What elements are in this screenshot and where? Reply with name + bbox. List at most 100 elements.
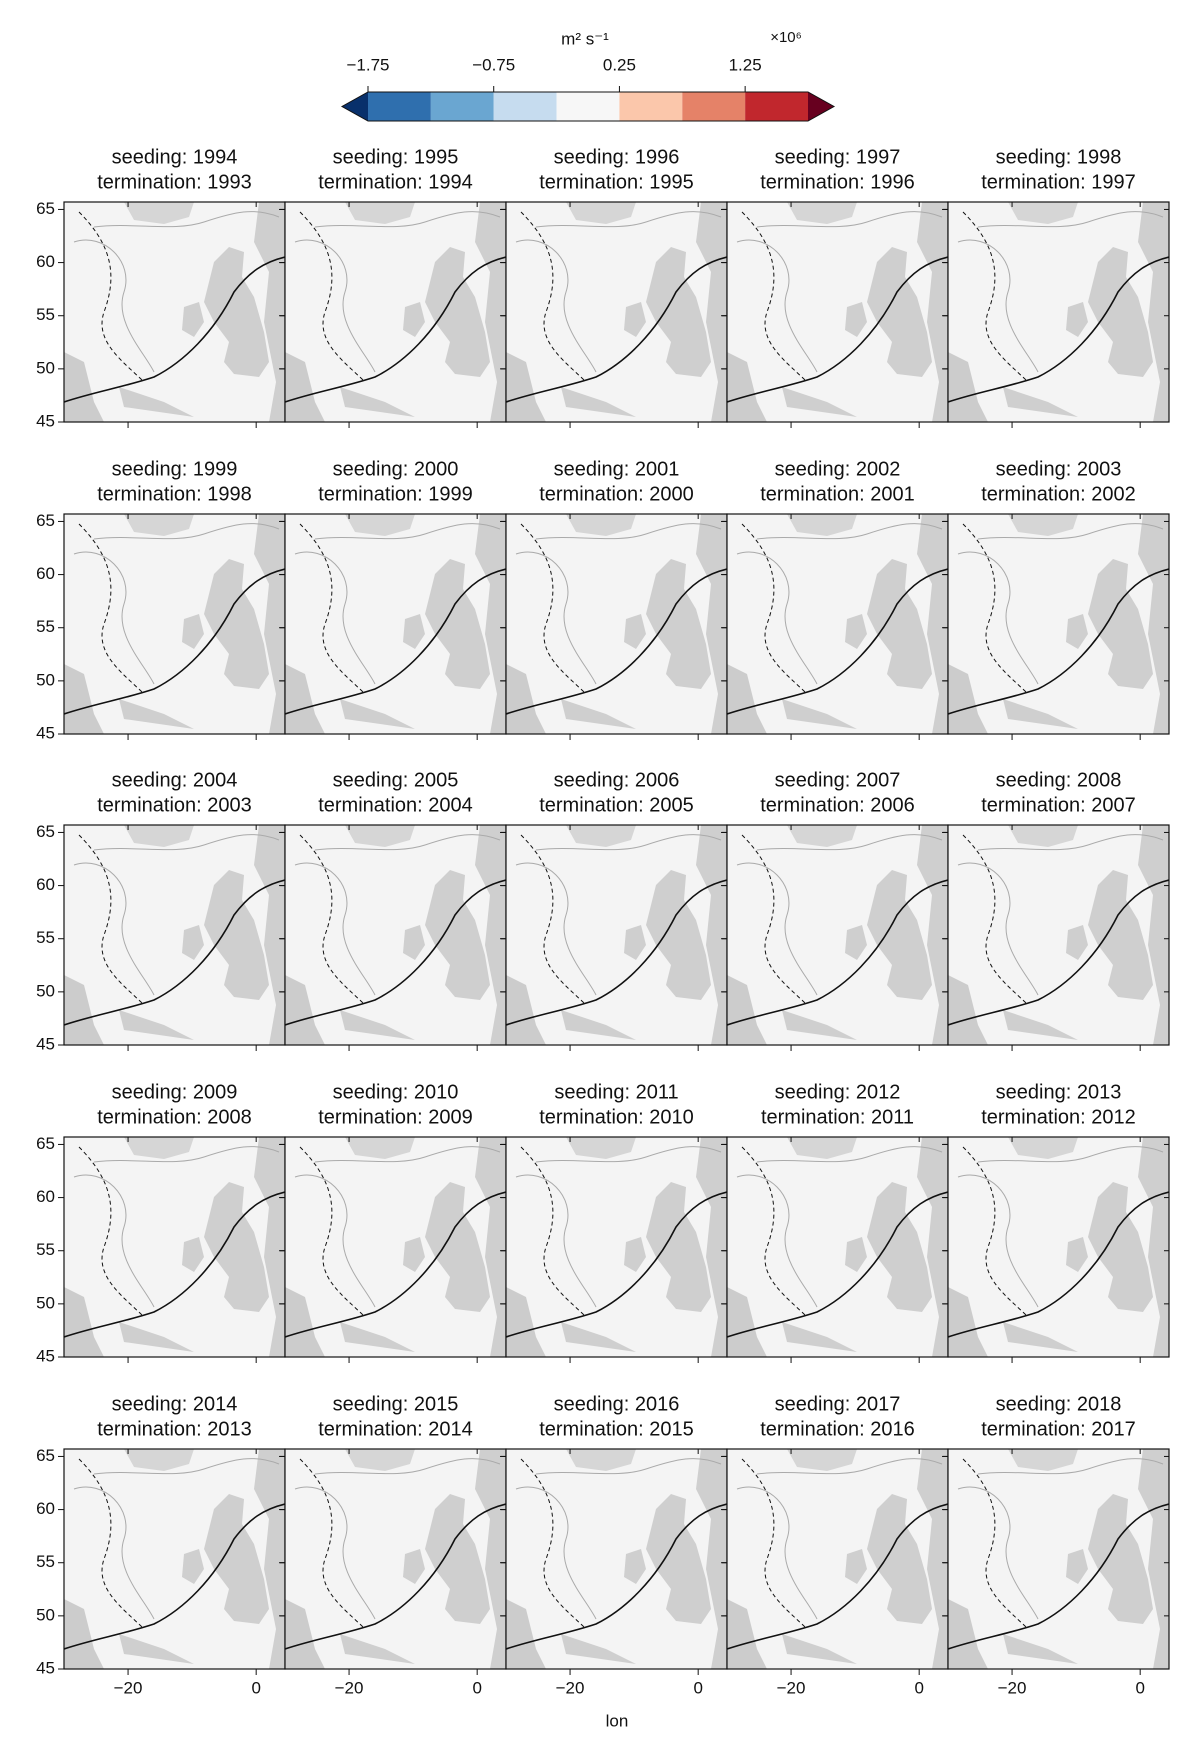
basemap <box>506 1137 727 1357</box>
y-tick-label: 60 <box>36 564 55 583</box>
colorbar-tick-label: 1.25 <box>729 55 762 74</box>
panel: seeding: 1996 termination: 1995 <box>500 146 728 428</box>
colorbar-box <box>493 92 557 121</box>
y-tick-label: 45 <box>36 1658 55 1677</box>
colorbar-box <box>619 92 683 121</box>
panel: seeding: 2000 termination: 1999 <box>279 458 507 740</box>
x-tick-label: −20 <box>335 1678 364 1697</box>
panel: seeding: 2012 termination: 2011 <box>721 1081 949 1363</box>
panel-title: termination: 2016 <box>760 1418 915 1440</box>
panel: seeding: 2008 termination: 2007 <box>942 769 1170 1051</box>
y-tick-label: 65 <box>36 199 55 218</box>
basemap <box>727 202 948 422</box>
y-tick-label: 50 <box>36 981 55 1000</box>
basemap <box>64 202 285 422</box>
basemap <box>285 514 506 734</box>
y-tick-label: 55 <box>36 617 55 636</box>
basemap <box>506 514 727 734</box>
panel: seeding: 1998 termination: 1997 <box>942 146 1170 428</box>
panel-title: seeding: 2013 <box>996 1081 1122 1103</box>
colorbar-multiplier: ×10⁶ <box>770 29 802 46</box>
panel: seeding: 1995 termination: 1994 <box>279 146 507 428</box>
panel-title: seeding: 2016 <box>554 1393 680 1415</box>
panel-title: seeding: 2007 <box>775 769 901 791</box>
basemap <box>948 1137 1169 1357</box>
panel-title: termination: 1996 <box>760 171 915 193</box>
panel-title: termination: 1997 <box>981 171 1136 193</box>
y-tick-label: 55 <box>36 1240 55 1259</box>
panel-title: termination: 2002 <box>981 483 1136 505</box>
y-tick-label: 55 <box>36 1552 55 1571</box>
panel: seeding: 2001 termination: 2000 <box>500 458 728 740</box>
panel-title: seeding: 1996 <box>554 146 680 168</box>
basemap <box>64 514 285 734</box>
panel-title: seeding: 2014 <box>112 1393 238 1415</box>
panel: seeding: 2006 termination: 2005 <box>500 769 728 1051</box>
panel-title: seeding: 2008 <box>996 769 1122 791</box>
basemap <box>285 825 506 1045</box>
panel-frame <box>947 201 1170 423</box>
panel-title: seeding: 2001 <box>554 458 680 480</box>
x-tick-label: 0 <box>693 1678 702 1697</box>
panel-title: termination: 2013 <box>97 1418 252 1440</box>
basemap <box>727 1137 948 1357</box>
panel: seeding: 1994 termination: 1993 45 50 55 60 65 <box>36 146 286 430</box>
basemap <box>948 825 1169 1045</box>
y-tick-label: 60 <box>36 1499 55 1518</box>
panel-title: termination: 2008 <box>97 1106 252 1128</box>
basemap <box>64 1137 285 1357</box>
colorbar-tick-label: 0.25 <box>603 55 636 74</box>
y-tick-label: 55 <box>36 305 55 324</box>
panel-title: termination: 2009 <box>318 1106 473 1128</box>
panel-title: seeding: 2010 <box>333 1081 459 1103</box>
panel-title: termination: 1999 <box>318 483 473 505</box>
panel-title: seeding: 2015 <box>333 1393 459 1415</box>
panel-title: seeding: 2006 <box>554 769 680 791</box>
colorbar-box <box>682 92 746 121</box>
basemap <box>64 1449 285 1669</box>
panel-title: termination: 1994 <box>318 171 473 193</box>
panel-frame <box>947 513 1170 735</box>
colorbar-box <box>556 92 620 121</box>
panel-title: termination: 2005 <box>539 794 694 816</box>
y-tick-label: 50 <box>36 1293 55 1312</box>
panel: seeding: 2010 termination: 2009 <box>279 1081 507 1363</box>
panel-title: seeding: 1994 <box>112 146 238 168</box>
panel: seeding: 2013 termination: 2012 <box>942 1081 1170 1363</box>
basemap <box>506 825 727 1045</box>
panel-title: seeding: 2002 <box>775 458 901 480</box>
panel-title: seeding: 1998 <box>996 146 1122 168</box>
panel-title: termination: 2000 <box>539 483 694 505</box>
panel-title: termination: 2006 <box>760 794 915 816</box>
panel-title: termination: 1993 <box>97 171 252 193</box>
basemap <box>727 1449 948 1669</box>
y-tick-label: 65 <box>36 822 55 841</box>
y-tick-label: 65 <box>36 1134 55 1153</box>
basemap <box>506 202 727 422</box>
panel: seeding: 2004 termination: 2003 45 50 55 60 65 <box>36 769 286 1053</box>
y-tick-label: 60 <box>36 1187 55 1206</box>
panel-title: termination: 2011 <box>761 1106 914 1128</box>
panel: seeding: 2002 termination: 2001 <box>721 458 949 740</box>
panel: seeding: 2016 termination: 2015 −20 0 <box>500 1393 728 1697</box>
panel-title: seeding: 2012 <box>775 1081 901 1103</box>
panel-title: seeding: 1995 <box>333 146 459 168</box>
basemap <box>948 1449 1169 1669</box>
panel: seeding: 2018 termination: 2017 −20 0 <box>942 1393 1170 1697</box>
x-tick-label: 0 <box>472 1678 481 1697</box>
basemap <box>285 202 506 422</box>
panel: seeding: 2003 termination: 2002 <box>942 458 1170 740</box>
colorbar-box <box>368 92 431 121</box>
y-tick-label: 65 <box>36 1446 55 1465</box>
panel: seeding: 1997 termination: 1996 <box>721 146 949 428</box>
x-tick-label: −20 <box>556 1678 585 1697</box>
x-tick-label: 0 <box>914 1678 923 1697</box>
y-tick-label: 45 <box>36 1034 55 1053</box>
y-tick-label: 55 <box>36 928 55 947</box>
panel: seeding: 2007 termination: 2006 <box>721 769 949 1051</box>
panel-frame <box>947 824 1170 1046</box>
basemap <box>285 1449 506 1669</box>
colorbar-box <box>745 92 808 121</box>
panel: seeding: 2014 termination: 2013 45 50 55 60 65… <box>36 1393 286 1697</box>
y-tick-label: 65 <box>36 511 55 530</box>
